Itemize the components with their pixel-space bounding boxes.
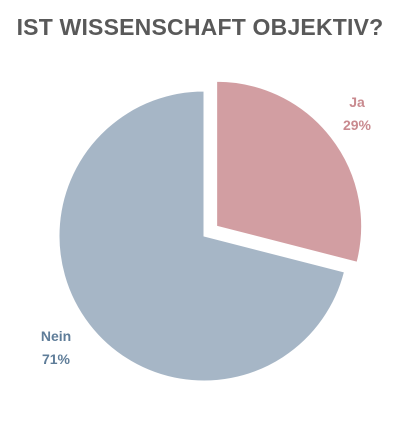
slice-label-ja: Ja: [349, 94, 365, 110]
slice-value-ja: 29%: [343, 117, 372, 133]
slice-label-nein: Nein: [41, 328, 71, 344]
pie-slice-ja: [216, 80, 363, 263]
chart-title: IST WISSENSCHAFT OBJEKTIV?: [16, 14, 384, 40]
pie-slices: [58, 80, 363, 382]
pie-slice-nein: [58, 90, 346, 382]
pie-labels: Ja 29% Nein 71%: [41, 94, 372, 367]
slice-value-nein: 71%: [42, 351, 71, 367]
